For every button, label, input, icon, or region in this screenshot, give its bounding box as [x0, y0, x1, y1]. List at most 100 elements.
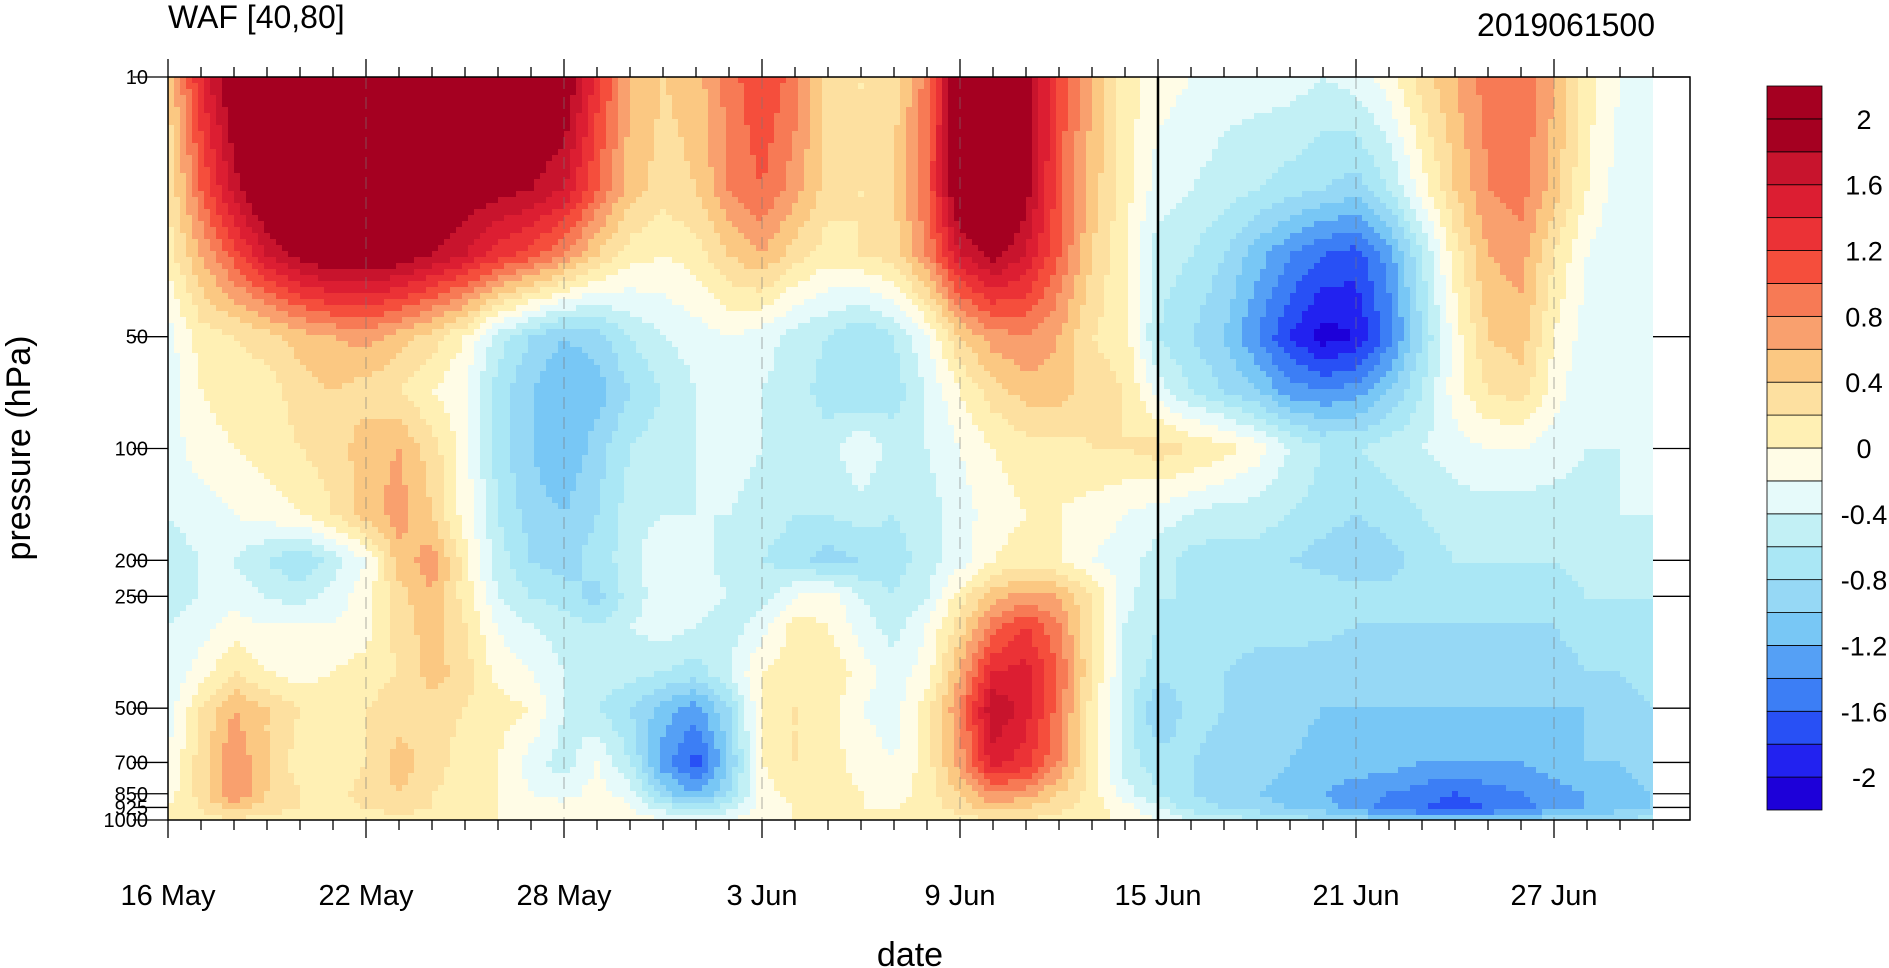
contour-cell: [1434, 77, 1441, 84]
contour-cell: [414, 89, 421, 96]
contour-cell: [240, 89, 247, 96]
contour-cell: [1440, 77, 1447, 84]
contour-cell: [1530, 95, 1537, 102]
contour-cell: [1224, 89, 1231, 96]
contour-cell: [564, 77, 571, 84]
contour-cell: [1368, 89, 1375, 96]
contour-cell: [618, 95, 625, 102]
contour-cell: [1128, 83, 1135, 90]
contour-cell: [1116, 95, 1123, 102]
contour-cell: [1074, 95, 1081, 102]
contour-cell: [624, 95, 631, 102]
contour-cell: [174, 101, 181, 108]
contour-cell: [228, 95, 235, 102]
contour-cell: [684, 101, 691, 108]
contour-cell: [1344, 89, 1351, 96]
contour-cell: [594, 95, 601, 102]
contour-cell: [588, 101, 595, 108]
contour-cell: [1008, 95, 1015, 102]
contour-cell: [282, 101, 289, 108]
contour-cell: [588, 89, 595, 96]
contour-cell: [528, 89, 535, 96]
contour-cell: [1572, 83, 1579, 90]
contour-cell: [798, 83, 805, 90]
contour-cell: [1644, 89, 1651, 96]
contour-cell: [246, 95, 253, 102]
contour-cell: [1614, 83, 1621, 90]
contour-cell: [222, 101, 229, 108]
contour-cell: [978, 95, 985, 102]
contour-cell: [1116, 83, 1123, 90]
contour-cell: [798, 77, 805, 84]
contour-cell: [540, 101, 547, 108]
contour-cell: [330, 89, 337, 96]
contour-cell: [1542, 77, 1549, 84]
contour-cell: [606, 101, 613, 108]
contour-cell: [348, 83, 355, 90]
contour-cell: [264, 77, 271, 84]
contour-cell: [582, 77, 589, 84]
contour-cell: [246, 83, 253, 90]
contour-cell: [1524, 95, 1531, 102]
contour-cell: [1260, 95, 1267, 102]
contour-cell: [810, 101, 817, 108]
contour-cell: [624, 89, 631, 96]
contour-cell: [846, 95, 853, 102]
contour-cell: [492, 95, 499, 102]
contour-cell: [1368, 95, 1375, 102]
contour-cell: [1074, 89, 1081, 96]
contour-cell: [1614, 89, 1621, 96]
contour-cell: [306, 83, 313, 90]
contour-cell: [1374, 83, 1381, 90]
contour-cell: [924, 77, 931, 84]
contour-cell: [744, 83, 751, 90]
contour-cell: [1140, 77, 1147, 84]
contour-cell: [834, 101, 841, 108]
contour-cell: [738, 77, 745, 84]
contour-cell: [432, 101, 439, 108]
contour-cell: [840, 83, 847, 90]
contour-cell: [474, 95, 481, 102]
contour-cell: [408, 89, 415, 96]
contour-cell: [474, 83, 481, 90]
contour-cell: [690, 77, 697, 84]
contour-cell: [630, 77, 637, 84]
contour-cell: [864, 101, 871, 108]
contour-cell: [1602, 83, 1609, 90]
contour-cell: [720, 89, 727, 96]
contour-cell: [912, 89, 919, 96]
contour-cell: [486, 77, 493, 84]
contour-cell: [1194, 95, 1201, 102]
contour-cell: [1470, 83, 1477, 90]
contour-cell: [978, 89, 985, 96]
contour-cell: [570, 89, 577, 96]
contour-cell: [546, 83, 553, 90]
contour-cell: [714, 83, 721, 90]
contour-cell: [924, 89, 931, 96]
contour-cell: [462, 83, 469, 90]
contour-cell: [468, 89, 475, 96]
contour-cell: [822, 101, 829, 108]
contour-cell: [336, 95, 343, 102]
contour-cell: [1212, 89, 1219, 96]
contour-cell: [768, 101, 775, 108]
contour-cell: [852, 77, 859, 84]
contour-cell: [444, 83, 451, 90]
contour-cell: [1116, 89, 1123, 96]
contour-cell: [468, 101, 475, 108]
contour-cell: [1536, 83, 1543, 90]
contour-cell: [666, 77, 673, 84]
contour-cell: [738, 95, 745, 102]
contour-cell: [1308, 77, 1315, 84]
contour-cell: [714, 95, 721, 102]
contour-cell: [696, 83, 703, 90]
contour-cell: [504, 95, 511, 102]
contour-cell: [876, 83, 883, 90]
contour-cell: [240, 101, 247, 108]
contour-cell: [534, 77, 541, 84]
contour-cell: [600, 101, 607, 108]
contour-cell: [510, 89, 517, 96]
contour-cell: [1260, 83, 1267, 90]
contour-cell: [402, 95, 409, 102]
contour-cell: [1410, 89, 1417, 96]
